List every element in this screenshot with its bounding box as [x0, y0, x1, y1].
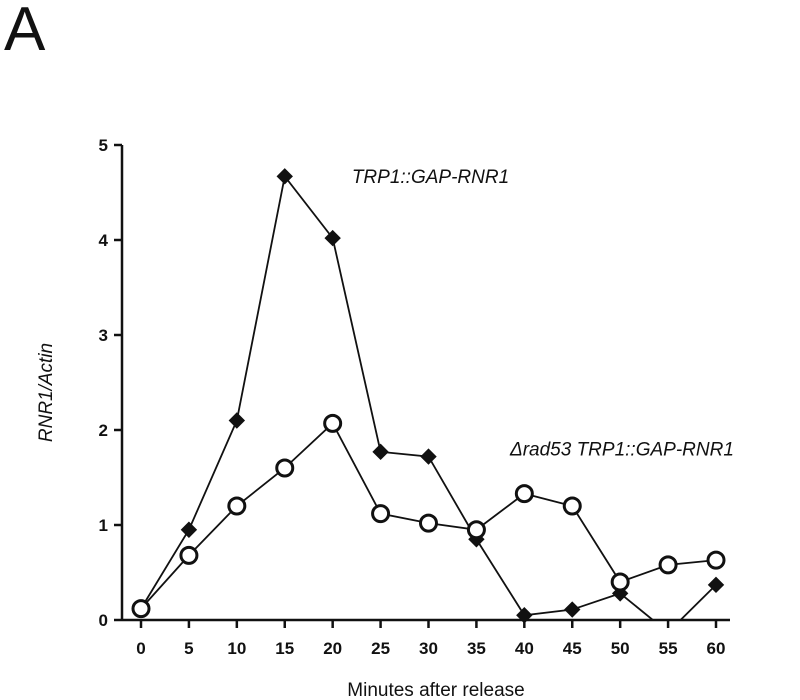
y-tick-label: 3 — [99, 326, 108, 345]
diamond-point — [228, 412, 246, 429]
x-tick-label: 55 — [659, 639, 678, 658]
circle-point — [371, 504, 391, 524]
y-axis-label: RNR1/Actin — [36, 343, 57, 442]
y-tick-label: 1 — [99, 516, 108, 535]
y-tick-label: 4 — [99, 231, 109, 250]
x-tick-label: 20 — [323, 639, 342, 658]
x-tick-label: 60 — [707, 639, 726, 658]
diamond-point — [276, 168, 293, 185]
y-tick-label: 5 — [99, 136, 108, 155]
circle-point — [179, 545, 199, 565]
x-tick-label: 50 — [611, 639, 630, 658]
series-lines — [140, 174, 717, 620]
diamond-point — [180, 521, 198, 538]
y-tick-label: 0 — [99, 611, 108, 630]
diamond-point — [420, 448, 437, 465]
series-markers — [131, 168, 726, 624]
x-tick-label: 15 — [275, 639, 294, 658]
circle-point — [466, 520, 486, 540]
x-tick-label: 40 — [515, 639, 534, 658]
x-axis-label: Minutes after release — [347, 680, 524, 700]
series-label-rad53: Δrad53 TRP1::GAP-RNR1 — [509, 440, 734, 461]
x-tick-label: 35 — [467, 639, 486, 658]
circle-point — [419, 513, 438, 533]
y-tick-label: 2 — [99, 421, 108, 440]
diamond-point — [324, 229, 341, 247]
circle-point — [562, 496, 582, 516]
circle-point — [131, 599, 151, 619]
x-tick-label: 30 — [419, 639, 438, 658]
x-tick-label: 5 — [184, 639, 193, 658]
circle-point — [706, 550, 726, 570]
chart-labels: Minutes after release RNR1/Actin TRP1::G… — [36, 167, 734, 700]
x-tick-label: 0 — [136, 639, 145, 658]
diamond-point — [564, 601, 581, 618]
series-label-trp1: TRP1::GAP-RNR1 — [352, 167, 509, 188]
circle-point — [275, 458, 295, 478]
circle-point — [514, 484, 534, 504]
circle-point — [227, 496, 247, 516]
circle-point — [658, 555, 678, 575]
x-tick-label: 45 — [563, 639, 582, 658]
diamond-point — [372, 443, 389, 461]
x-tick-label: 25 — [371, 639, 390, 658]
circle-point — [323, 413, 343, 433]
diamond-point — [516, 607, 533, 624]
panel-label: A — [4, 0, 46, 64]
series-line-0 — [140, 174, 717, 620]
diamond-point — [707, 576, 725, 594]
circle-point — [610, 572, 630, 592]
x-tick-label: 10 — [227, 639, 246, 658]
